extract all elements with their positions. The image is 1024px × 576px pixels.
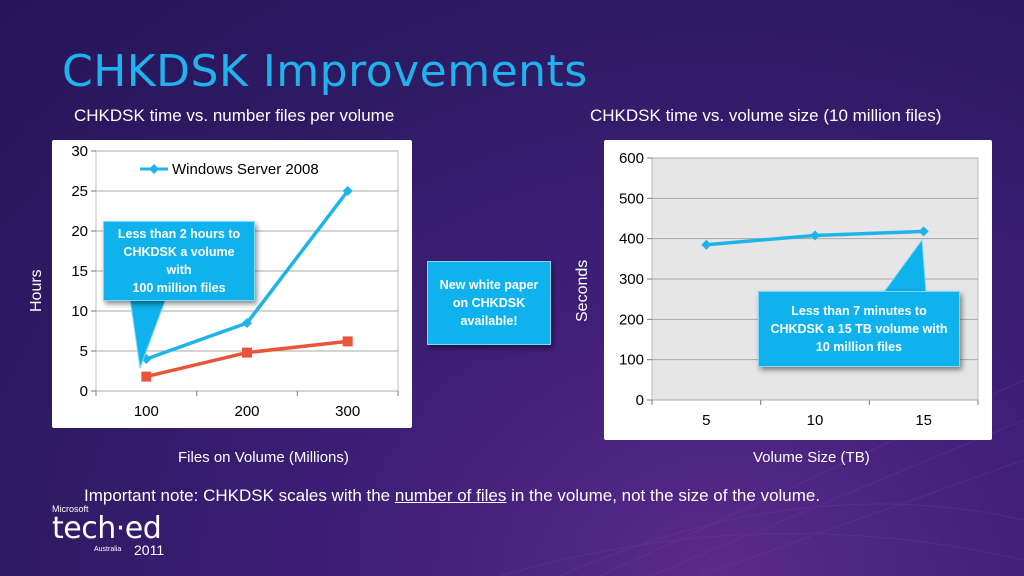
right-chart-callout: Less than 7 minutes to CHKDSK a 15 TB vo… [758,291,960,367]
legend-label: Windows Server 2008 [172,161,319,178]
logo-region: Australia [94,546,122,553]
data-point [342,186,353,196]
left-chart-callout: Less than 2 hours to CHKDSK a volume wit… [103,221,255,301]
white-paper-line: on CHKDSK [452,296,526,310]
right-callout-line: CHKDSK a 15 TB volume with [770,322,948,336]
logo-brand: Microsoft [52,504,89,514]
data-point [342,336,353,347]
data-point [701,239,712,250]
y-tick-label: 0 [636,392,644,409]
left-chart-subtitle: CHKDSK time vs. number files per volume [74,106,395,125]
left-callout-line: CHKDSK a volume [123,245,235,259]
y-tick-label: 500 [619,190,644,207]
white-paper-callout: New white paper on CHKDSK available! [427,261,551,345]
x-tick-label: 10 [807,412,824,429]
y-tick-label: 200 [619,311,644,328]
left-callout-line: with [166,263,192,277]
right-chart-subtitle: CHKDSK time vs. volume size (10 million … [590,106,942,125]
white-paper-line: available! [460,314,518,328]
note-text: Important note: CHKDSK scales with the [84,486,395,505]
right-callout-line: Less than 7 minutes to [791,304,927,318]
data-point [242,318,252,328]
y-tick-label: 20 [71,223,88,240]
important-note: Important note: CHKDSK scales with the n… [84,486,820,506]
y-tick-label: 300 [619,271,644,288]
x-tick-label: 15 [915,412,932,429]
x-tick-label: 300 [335,403,360,420]
page-title: CHKDSK Improvements [62,46,588,97]
y-tick-label: 0 [80,383,88,400]
y-tick-label: 25 [71,183,88,200]
left-callout-line: 100 million files [132,281,226,295]
logo-year: 2011 [134,542,165,558]
right-callout-pointer [883,238,927,293]
y-tick-label: 10 [71,303,88,320]
y-tick-label: 15 [71,263,88,280]
y-tick-label: 600 [619,150,644,167]
right-callout-line: 10 million files [815,340,903,354]
left-callout-line: Less than 2 hours to [117,227,241,241]
x-tick-label: 200 [234,403,259,420]
white-paper-line: New white paper [439,278,539,292]
y-tick-label: 100 [619,352,644,369]
left-callout-pointer [129,297,167,369]
y-tick-label: 400 [619,231,644,248]
legend-marker [149,164,159,174]
data-point [918,226,929,237]
note-text: in the volume, not the size of the volum… [506,486,821,505]
right-chart-xlabel: Volume Size (TB) [753,449,870,466]
data-point [141,371,152,382]
x-tick-label: 5 [702,412,710,429]
y-tick-label: 30 [71,143,88,160]
data-point [810,230,820,241]
teched-logo: Microsoft tech·ed Australia 2011 [52,504,164,558]
left-chart-xlabel: Files on Volume (Millions) [178,449,349,466]
data-point [242,347,252,358]
x-tick-label: 100 [134,403,159,420]
note-underlined-text: number of files [394,486,507,505]
y-tick-label: 5 [80,343,88,360]
logo-name: tech·ed [52,511,162,546]
